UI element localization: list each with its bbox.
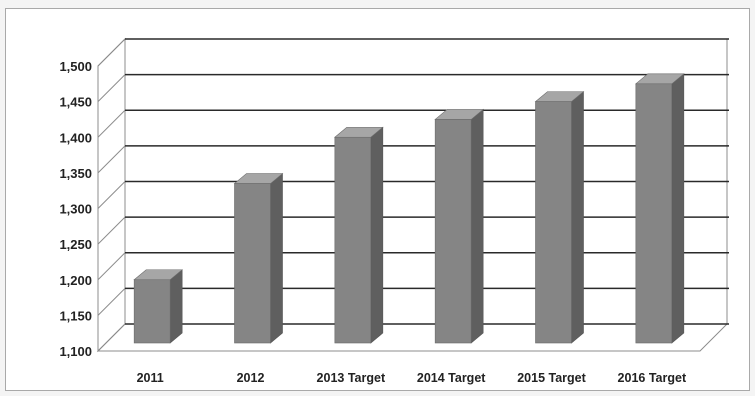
bar-front	[434, 119, 472, 344]
x-tick-label: 2011	[137, 371, 164, 385]
y-tick-label: 1,150	[59, 308, 92, 323]
gridline-wall	[97, 181, 126, 209]
y-axis-ticks: 1,100 1,150 1,200 1,250 1,300 1,350 1,400 1,450…	[59, 59, 92, 359]
y-tick-label: 1,200	[59, 273, 92, 288]
x-tick-label: 2014 Target	[417, 371, 486, 385]
floor	[96, 323, 729, 352]
bar-front	[635, 83, 673, 344]
bar-side	[370, 126, 384, 344]
bar-front	[334, 136, 372, 344]
y-tick-label: 1,500	[59, 59, 92, 74]
gridlines	[97, 38, 729, 352]
gridline-wall	[97, 216, 126, 245]
bar	[233, 172, 284, 344]
bar-front	[133, 279, 171, 344]
x-tick-label: 2016 Target	[618, 371, 687, 385]
bars	[133, 73, 685, 344]
bar-side	[270, 172, 283, 344]
bar	[635, 73, 685, 344]
bar	[534, 90, 585, 344]
y-tick-label: 1,400	[59, 130, 92, 145]
gridline-wall	[97, 288, 126, 316]
bar-front	[234, 183, 271, 344]
bar	[334, 126, 384, 344]
bar-front	[535, 101, 572, 344]
gridline-wall	[97, 145, 126, 174]
x-tick-label: 2013 Target	[317, 371, 386, 385]
gridline-wall	[97, 109, 126, 138]
gridline-wall	[97, 38, 126, 67]
bar-side	[671, 73, 685, 344]
bar-side	[169, 269, 183, 344]
chart-walls	[96, 37, 729, 353]
x-tick-label: 2015 Target	[517, 371, 586, 385]
gridline-wall	[97, 323, 126, 352]
x-tick-label: 2012	[237, 371, 265, 385]
x-axis-labels: 2011 2012 2013 Target 2014 Target 2015 Targe…	[137, 371, 687, 385]
bar	[133, 269, 183, 344]
gridline-wall	[97, 252, 126, 281]
bar	[434, 108, 484, 344]
y-tick-label: 1,100	[59, 344, 92, 359]
y-tick-label: 1,250	[59, 237, 92, 252]
bar-side	[571, 90, 584, 344]
bar-side	[470, 108, 484, 344]
y-tick-label: 1,350	[59, 166, 92, 181]
y-tick-label: 1,450	[59, 95, 92, 110]
gridline-wall	[97, 74, 126, 102]
y-tick-label: 1,300	[59, 202, 92, 217]
